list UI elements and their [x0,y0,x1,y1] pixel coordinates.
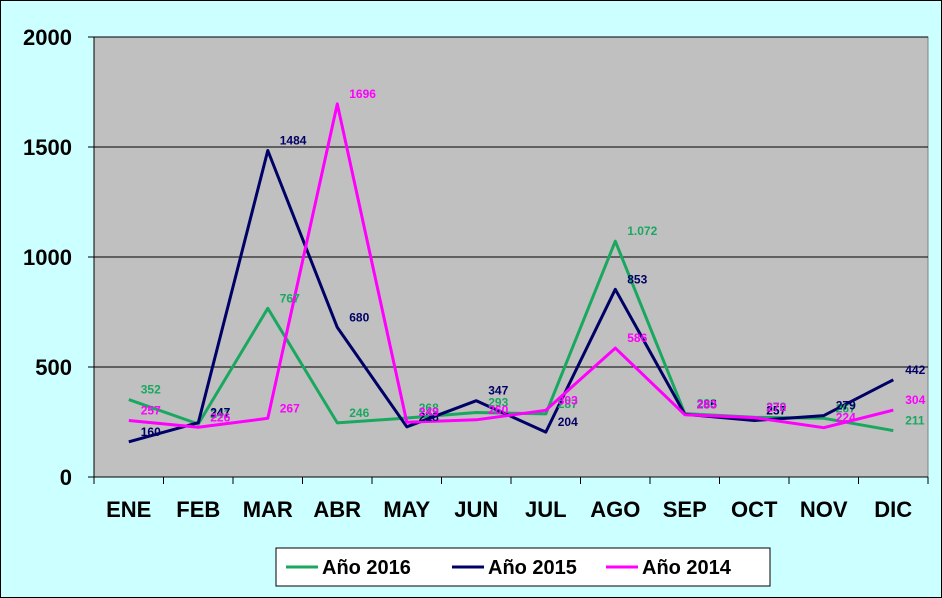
data-label: 211 [905,414,925,428]
legend-box [275,547,771,587]
series-lines [128,102,894,444]
x-axis-ticks: ENE FEB MAR ABR MAY JUN JUL AGO SEP OCT NOV DIC [93,477,929,522]
data-label: 285 [697,397,717,411]
data-label: 228 [419,410,439,424]
data-label: 303 [558,393,578,407]
x-tick-label-feb: FEB [176,497,220,522]
data-label: 1.072 [627,224,657,238]
data-label: 267 [836,401,856,415]
legend-label-2: Año 2014 [642,557,732,579]
data-label: 267 [280,401,300,415]
data-label: 442 [905,363,925,377]
series-line-0 [128,239,894,433]
x-tick-label-jul: JUL [525,497,567,522]
data-label: 270 [766,401,786,415]
x-tick-label-jun: JUN [454,497,498,522]
data-label: 586 [627,331,647,345]
data-label: 283 [697,398,717,412]
legend-label-0: Año 2016 [322,557,411,579]
data-label: 268 [419,401,439,415]
data-label: 1696 [349,87,376,101]
data-label: 853 [627,272,647,286]
data-label: 257 [141,403,161,417]
data-label: 246 [349,406,369,420]
data-label: 352 [141,383,161,397]
data-label: 287 [558,397,578,411]
data-label: 226 [210,410,230,424]
data-label: 224 [836,411,856,425]
series-line-2 [128,102,894,430]
data-label: 272 [766,400,786,414]
data-label: 680 [349,310,369,324]
data-label: 241 [210,407,230,421]
data-label: 767 [280,291,300,305]
data-label: 247 [210,406,230,420]
x-tick-label-dic: DIC [874,497,912,522]
x-tick-label-may: MAY [383,497,430,522]
x-tick-label-ene: ENE [106,497,151,522]
x-tick-label-oct: OCT [731,497,778,522]
data-label: 257 [766,403,786,417]
legend: Año 2016 Año 2015 Año 2014 [275,547,771,587]
data-label: 160 [141,425,161,439]
y-tick-label: 2000 [23,25,72,50]
y-tick-label: 0 [60,465,72,490]
x-tick-label-sep: SEP [663,497,707,522]
y-tick-label: 1000 [23,245,72,270]
y-axis-ticks: 0 500 1000 1500 2000 [23,25,94,490]
data-label: 347 [488,384,508,398]
data-label: 260 [488,403,508,417]
x-tick-label-ago: AGO [590,497,640,522]
data-label: 293 [488,396,508,410]
x-tick-label-abr: ABR [313,497,361,522]
y-tick-label: 1500 [23,135,72,160]
data-label: 304 [905,393,925,407]
data-label: 1484 [280,134,307,148]
data-label: 249 [419,405,439,419]
data-label: 279 [836,399,856,413]
x-tick-label-mar: MAR [243,497,293,522]
x-tick-label-nov: NOV [800,497,848,522]
data-label: 288 [697,397,717,411]
data-label: 204 [558,415,578,429]
legend-label-1: Año 2015 [488,557,577,579]
y-tick-label: 500 [35,355,72,380]
data-labels: 352 241 767 246 268 293 287 1.072 288 272 267 211 16… [141,87,926,439]
